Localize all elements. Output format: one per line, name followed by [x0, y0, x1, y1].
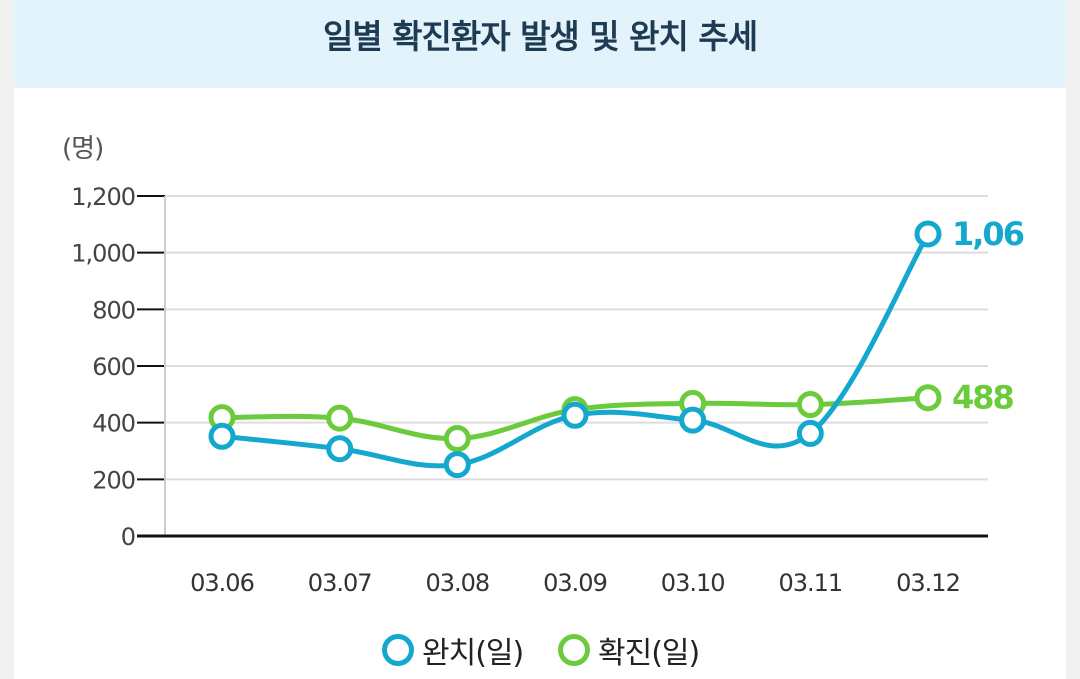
y-tick-label: 200	[92, 466, 135, 494]
legend-marker-confirmed	[558, 634, 590, 666]
chart-header: 일별 확진환자 발생 및 완치 추세	[14, 0, 1066, 88]
x-tick-label: 03.10	[661, 569, 725, 597]
x-tick-label: 03.09	[543, 569, 607, 597]
data-point	[443, 451, 471, 479]
data-point	[914, 384, 942, 412]
y-tick-label: 1,000	[71, 240, 135, 268]
legend-label-confirmed: 확진(일)	[598, 636, 700, 671]
data-point	[914, 220, 942, 248]
data-point	[796, 391, 824, 419]
data-point	[443, 425, 471, 453]
y-tick-label: 0	[121, 523, 135, 551]
x-tick-label: 03.12	[896, 569, 960, 597]
legend-label-recovered: 완치(일)	[422, 636, 524, 671]
y-tick-label: 400	[92, 410, 135, 438]
end-value-label: 488	[952, 379, 1014, 417]
x-tick-label: 03.06	[190, 569, 254, 597]
legend-item-confirmed[interactable]: 확진(일)	[558, 628, 700, 672]
legend: 완치(일) 확진(일)	[0, 628, 1080, 672]
legend-marker-recovered	[382, 634, 414, 666]
data-point	[326, 435, 354, 463]
y-tick-label: 800	[92, 296, 135, 324]
chart-card: 일별 확진환자 발생 및 완치 추세 (명)	[14, 0, 1066, 679]
data-point	[208, 422, 236, 450]
x-tick-label: 03.08	[425, 569, 489, 597]
chart-title: 일별 확진환자 발생 및 완치 추세	[322, 17, 758, 56]
data-point	[561, 401, 589, 429]
data-point	[679, 406, 707, 434]
legend-item-recovered[interactable]: 완치(일)	[382, 628, 524, 672]
end-value-label: 1,06	[952, 215, 1024, 253]
x-tick-label: 03.11	[778, 569, 842, 597]
x-tick-label: 03.07	[308, 569, 372, 597]
unit-label: (명)	[62, 134, 104, 164]
data-point	[326, 404, 354, 432]
data-point	[796, 419, 824, 447]
y-tick-label: 600	[92, 353, 135, 381]
y-tick-label: 1,200	[71, 183, 135, 211]
